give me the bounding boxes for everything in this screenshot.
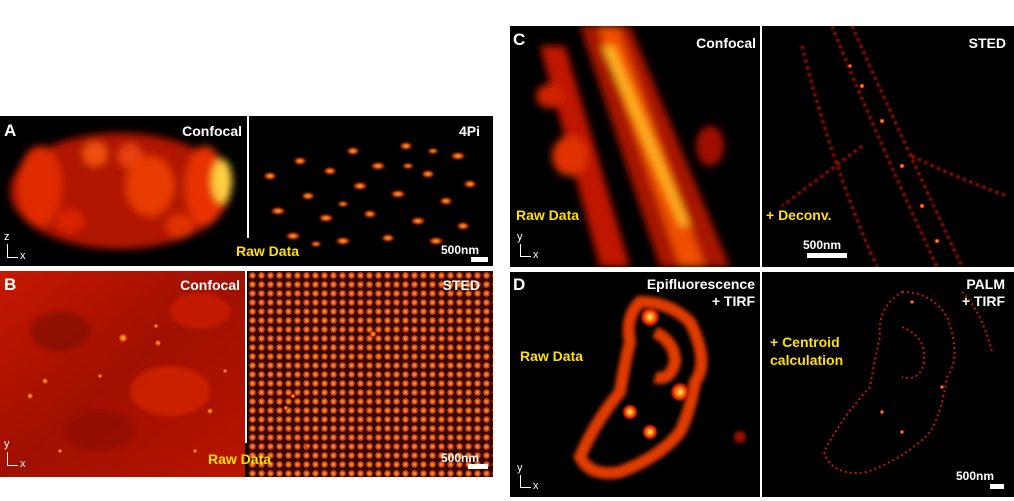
panel-b-letter: B: [4, 275, 17, 294]
panel-a-scale-bar: [471, 257, 488, 262]
panel-b-confocal-image: [0, 271, 245, 477]
panel-d-letter: D: [513, 275, 526, 294]
panel-b-axis-horizontal-line: [7, 465, 18, 466]
panel-b-confocal-label: Confocal: [180, 277, 240, 293]
panel-d-calculation-label: calculation: [770, 352, 844, 368]
panel-b-raw-data-label: Raw Data: [208, 451, 272, 467]
panel-d: D Epifluorescence + TIRF PALM + TIRF Raw…: [510, 272, 1014, 497]
panel-b-axis-vertical-line: [7, 452, 8, 466]
panel-c-axis-y: y: [517, 231, 523, 243]
panel-c-axis-horizontal-line: [520, 256, 531, 257]
panel-b-divider: [245, 271, 247, 443]
panel-b-sted-image: [248, 271, 493, 477]
panel-d-axis-vertical-line: [520, 475, 521, 488]
panel-d-palm-label: PALM: [966, 276, 1005, 292]
panel-b-axis-y: y: [4, 438, 10, 450]
panel-c-axis-x: x: [533, 249, 539, 261]
panel-d-scale-bar: [990, 484, 1004, 489]
panel-d-axis-horizontal-line: [520, 487, 531, 488]
panel-d-axis-x: x: [533, 480, 539, 492]
panel-a-4pi-image: [248, 116, 493, 266]
panel-b-axis-x: x: [20, 458, 26, 470]
panel-c-scale-label: 500nm: [803, 238, 842, 252]
panel-a-axis-x: x: [20, 250, 26, 262]
panel-a-raw-data-label: Raw Data: [236, 243, 300, 259]
panel-d-palm-image: [762, 272, 1014, 497]
panel-a-confocal-label: Confocal: [182, 123, 242, 139]
panel-d-epifluorescence-label: Epifluorescence: [646, 276, 755, 292]
panel-c-raw-data-label: Raw Data: [516, 207, 580, 223]
panel-c: C Confocal STED Raw Data + Deconv. y x 5…: [510, 26, 1014, 267]
panel-b-scale-label: 500nm: [441, 451, 480, 465]
panel-a-scale-label: 500nm: [441, 243, 480, 257]
panel-c-confocal-image: [510, 26, 760, 267]
panel-c-deconv-label: + Deconv.: [766, 207, 832, 223]
panel-d-divider: [760, 272, 762, 497]
panel-d-left-tirf-label: + TIRF: [711, 293, 755, 309]
panel-c-scale-bar: [807, 253, 847, 258]
panel-c-sted-label: STED: [968, 35, 1006, 51]
panel-b-scale-bar: [468, 464, 488, 469]
panel-c-letter: C: [513, 30, 526, 49]
panel-c-axis-vertical-line: [520, 244, 521, 257]
panel-a-axis-vertical-line: [7, 244, 8, 258]
panel-a: A Confocal 4Pi Raw Data z x 500nm: [0, 116, 493, 266]
panel-d-scale-label: 500nm: [956, 469, 995, 483]
panel-c-sted-image: [762, 26, 1014, 267]
panel-a-confocal-image: [0, 116, 248, 266]
panel-a-axis-z: z: [4, 231, 10, 243]
panel-c-divider: [760, 26, 762, 267]
panel-d-raw-data-label: Raw Data: [520, 348, 584, 364]
panel-a-divider: [247, 116, 249, 238]
panel-c-confocal-label: Confocal: [696, 35, 756, 51]
panel-a-letter: A: [4, 121, 17, 140]
panel-a-axis-horizontal-line: [7, 257, 18, 258]
panel-d-epifluorescence-image: [510, 272, 760, 497]
panel-b-sted-label: STED: [442, 277, 480, 293]
panel-d-right-tirf-label: + TIRF: [961, 293, 1005, 309]
panel-a-4pi-label: 4Pi: [458, 123, 480, 139]
panel-d-centroid-label: + Centroid: [770, 334, 840, 350]
panel-b: B Confocal STED Raw Data y x 500nm: [0, 271, 493, 477]
panel-d-axis-y: y: [517, 462, 523, 474]
